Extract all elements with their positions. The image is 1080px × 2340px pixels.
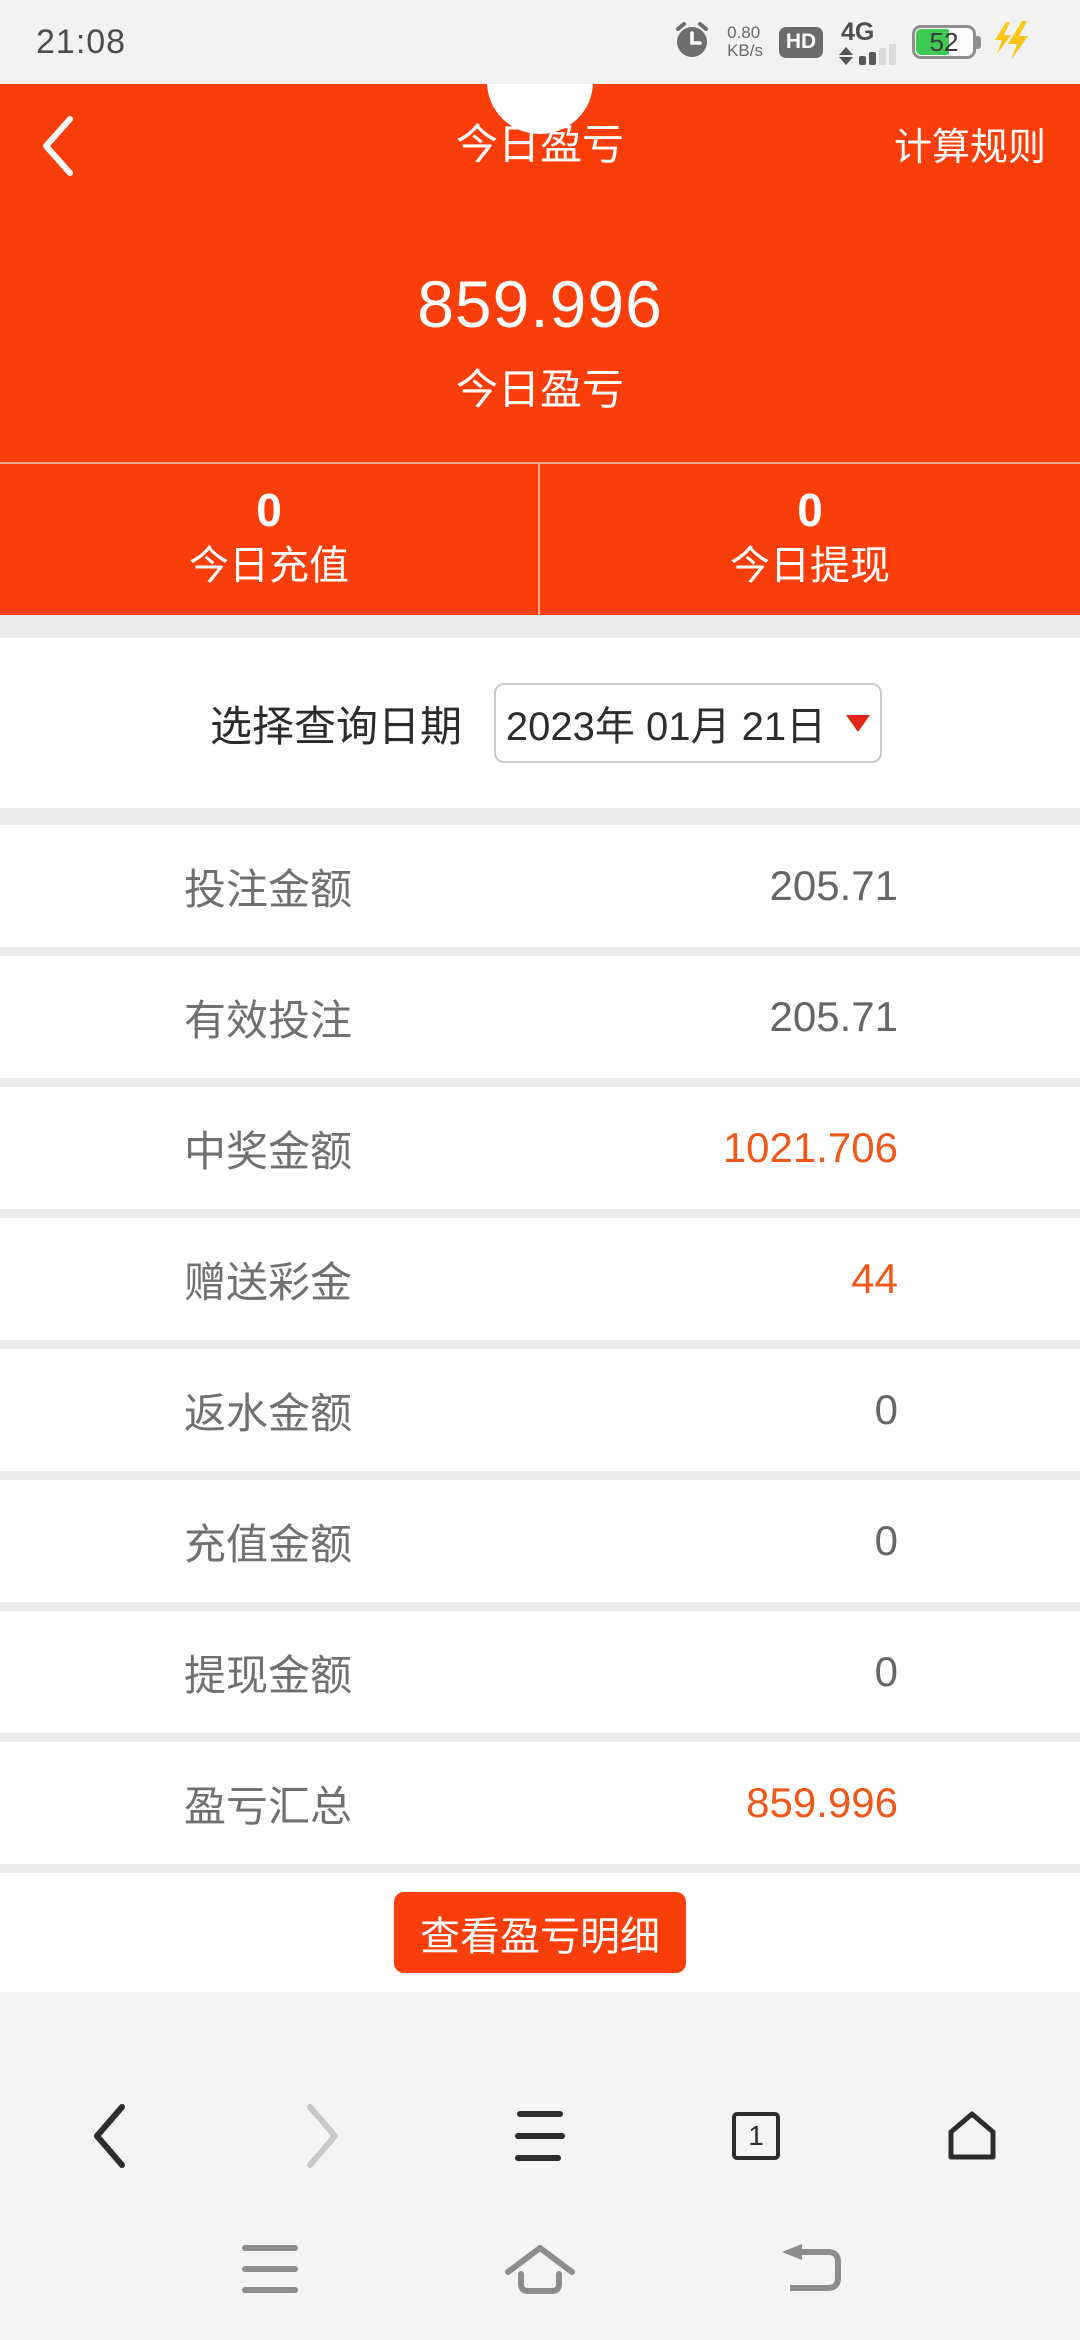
battery-icon: 52 xyxy=(912,25,981,59)
today-deposit-value: 0 xyxy=(256,484,282,536)
network-speed-unit: KB/s xyxy=(727,41,763,60)
table-row: 提现金额 0 xyxy=(0,1611,1080,1733)
summary-table: 投注金额 205.71 有效投注 205.71 中奖金额 1021.706 赠送… xyxy=(0,825,1080,1864)
today-stats: 0 今日充值 0 今日提现 xyxy=(0,462,1080,615)
today-deposit-label: 今日充值 xyxy=(189,544,349,588)
row-value: 859.996 xyxy=(746,1779,898,1826)
date-picker-label: 选择查询日期 xyxy=(210,702,463,750)
today-profit-label: 今日盈亏 xyxy=(455,366,624,413)
today-withdraw-value: 0 xyxy=(797,484,823,536)
row-value: 205.71 xyxy=(769,993,898,1040)
today-withdraw-label: 今日提现 xyxy=(730,544,890,588)
battery-cap xyxy=(976,36,981,49)
section-gap xyxy=(0,1864,1080,1873)
table-row: 返水金额 0 xyxy=(0,1349,1080,1471)
table-row: 充值金额 0 xyxy=(0,1480,1080,1602)
network-type-label: 4G xyxy=(841,17,875,46)
row-label: 盈亏汇总 xyxy=(184,1782,353,1830)
bottom-area: 1 xyxy=(0,1992,1080,2340)
section-gap xyxy=(0,615,1080,638)
status-icons: 0.80 KB/s HD 4G 52 xyxy=(673,19,1034,66)
tabs-count: 1 xyxy=(748,2120,764,2151)
section-gap xyxy=(0,808,1080,825)
date-picker-row: 选择查询日期 2023年 01月 21日 xyxy=(0,638,1080,808)
alarm-clock-icon xyxy=(673,21,711,64)
back-button[interactable] xyxy=(38,114,76,183)
status-bar: 21:08 0.80 KB/s HD 4G xyxy=(0,0,1080,84)
table-row: 赠送彩金 44 xyxy=(0,1218,1080,1340)
browser-menu-button[interactable] xyxy=(480,2088,600,2184)
cellular-signal-icon: 4G xyxy=(839,17,896,65)
browser-tabs-button[interactable]: 1 xyxy=(696,2088,816,2184)
system-home-button[interactable] xyxy=(475,2224,605,2314)
row-label: 有效投注 xyxy=(184,996,353,1044)
row-value: 0 xyxy=(874,1648,898,1695)
row-value: 205.71 xyxy=(769,862,898,909)
today-deposit-cell: 0 今日充值 xyxy=(0,464,540,615)
table-row: 盈亏汇总 859.996 xyxy=(0,1742,1080,1864)
date-select[interactable]: 2023年 01月 21日 xyxy=(494,683,883,763)
row-label: 提现金额 xyxy=(184,1651,353,1699)
date-select-value: 2023年 01月 21日 xyxy=(505,705,827,749)
row-label: 中奖金额 xyxy=(184,1127,353,1175)
browser-back-button[interactable] xyxy=(48,2088,168,2184)
today-withdraw-cell: 0 今日提现 xyxy=(540,464,1080,615)
row-label: 返水金额 xyxy=(184,1389,353,1437)
table-row: 投注金额 205.71 xyxy=(0,825,1080,947)
clock-time: 21:08 xyxy=(36,22,127,61)
row-value: 0 xyxy=(874,1517,898,1564)
network-speed: 0.80 KB/s xyxy=(727,24,763,60)
row-value: 0 xyxy=(874,1386,898,1433)
today-profit-amount: 859.996 xyxy=(417,267,663,341)
browser-forward-button[interactable] xyxy=(264,2088,384,2184)
calculation-rules-link[interactable]: 计算规则 xyxy=(893,127,1046,169)
row-label: 充值金额 xyxy=(184,1520,353,1568)
view-detail-button[interactable]: 查看盈亏明细 xyxy=(394,1892,686,1973)
system-menu-button[interactable] xyxy=(205,2224,335,2314)
system-navigation-bar xyxy=(0,2224,1080,2314)
row-value: 1021.706 xyxy=(722,1124,898,1171)
row-label: 投注金额 xyxy=(184,865,353,913)
page-header: 今日盈亏 计算规则 859.996 今日盈亏 xyxy=(0,84,1080,462)
data-transfer-arrows-icon xyxy=(839,46,853,65)
dropdown-arrow-icon xyxy=(846,714,871,732)
table-row: 中奖金额 1021.706 xyxy=(0,1087,1080,1209)
table-row: 有效投注 205.71 xyxy=(0,956,1080,1078)
button-section: 查看盈亏明细 xyxy=(0,1873,1080,1992)
signal-bars xyxy=(839,43,896,65)
row-value: 44 xyxy=(851,1255,898,1302)
battery-fill xyxy=(916,29,949,55)
hd-voice-icon: HD xyxy=(779,26,823,58)
page-title: 今日盈亏 xyxy=(455,121,624,168)
battery-percent: 52 xyxy=(929,26,959,57)
tabs-icon: 1 xyxy=(732,2112,780,2160)
row-label: 赠送彩金 xyxy=(184,1258,353,1306)
system-back-button[interactable] xyxy=(745,2224,875,2314)
charging-bolt-icon xyxy=(992,19,1034,66)
browser-toolbar: 1 xyxy=(0,2088,1080,2184)
browser-home-button[interactable] xyxy=(912,2088,1032,2184)
network-speed-value: 0.80 xyxy=(727,23,761,42)
